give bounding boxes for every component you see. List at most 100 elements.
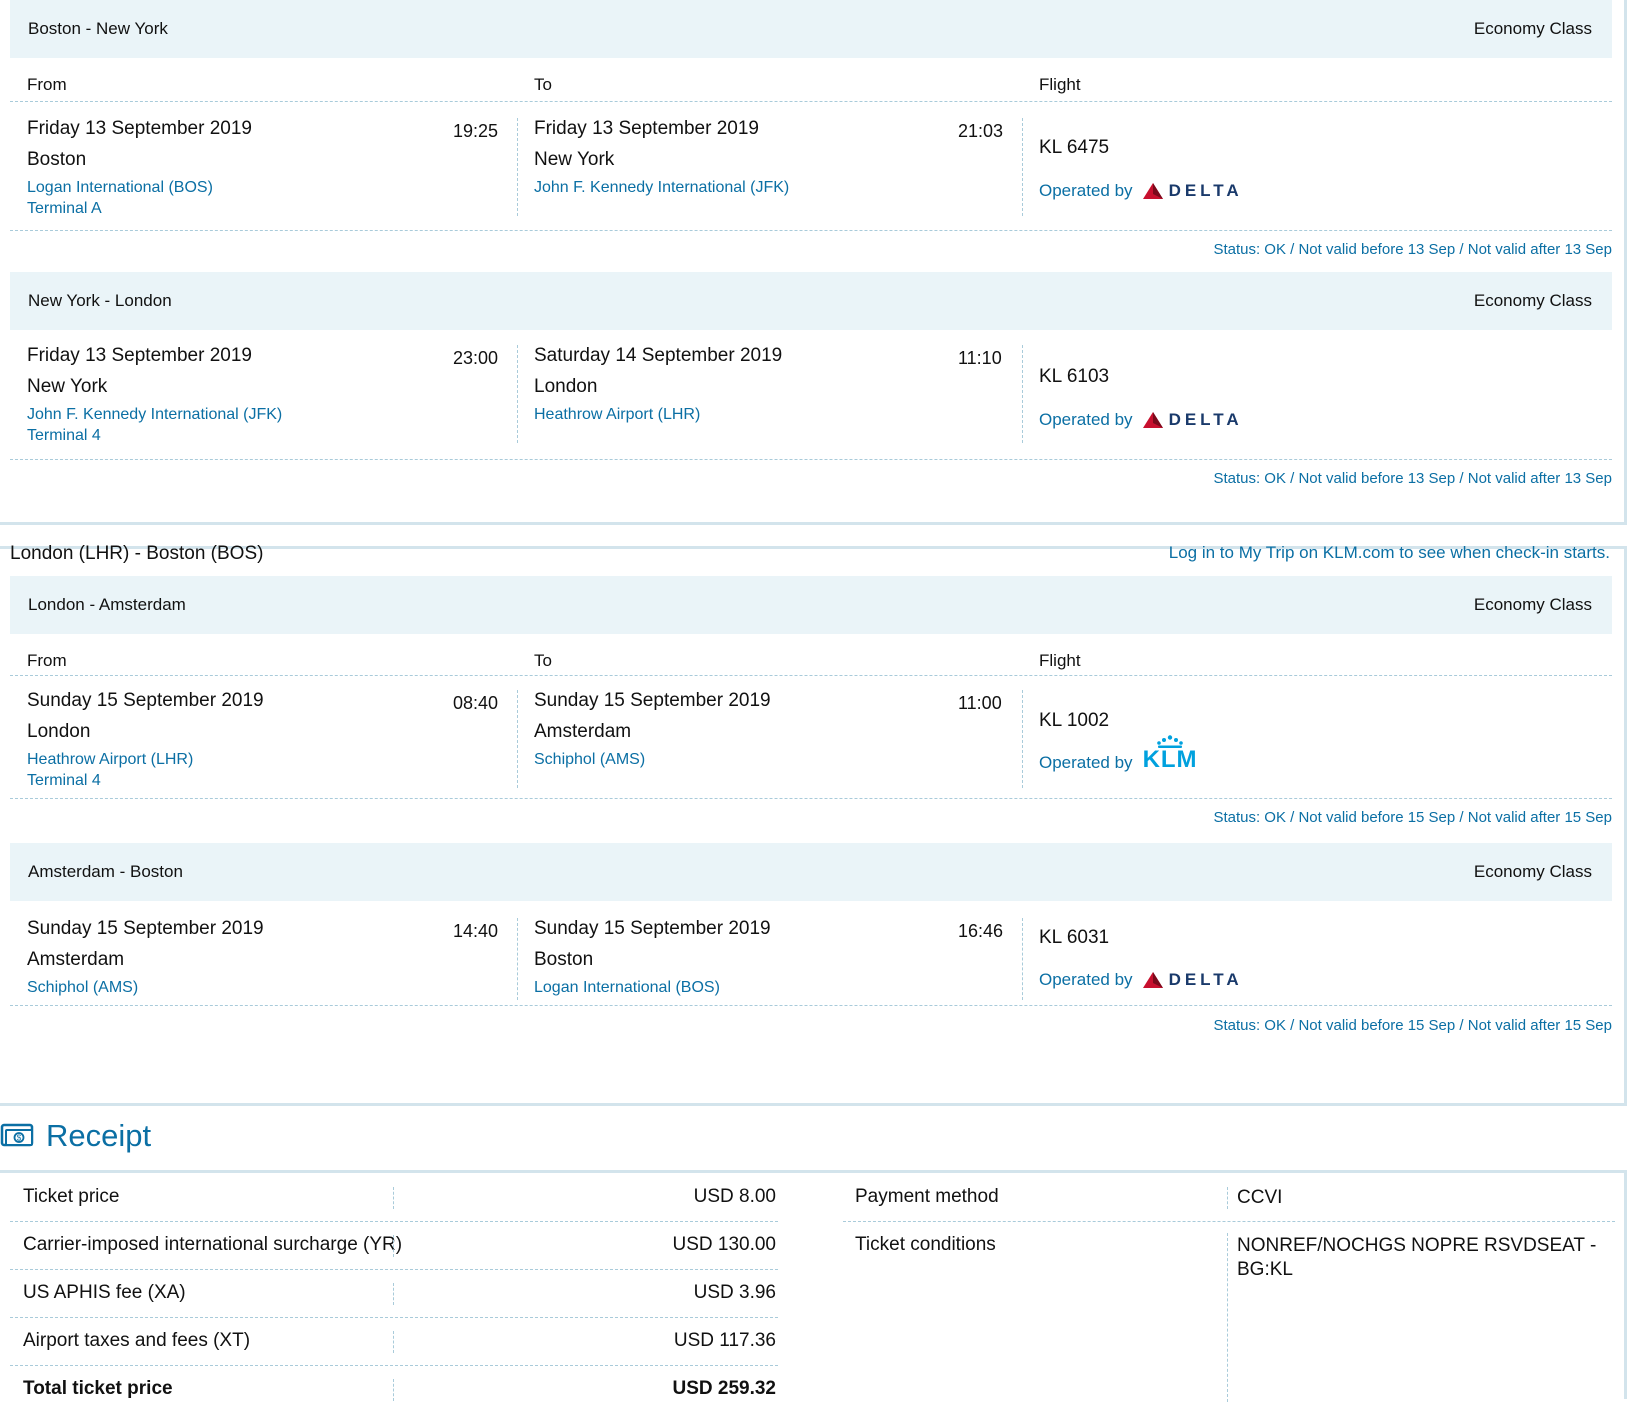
leg-route: Amsterdam - Boston — [28, 862, 183, 881]
operated-by: Operated by DELTA — [1039, 181, 1243, 201]
operated-by-label: Operated by — [1039, 181, 1133, 200]
departure-info: Sunday 15 September 2019 London Heathrow… — [27, 690, 497, 791]
column-header-flight: Flight — [1039, 651, 1081, 670]
check-in-link[interactable]: Log in to My Trip on KLM.com to see when… — [1168, 543, 1610, 562]
divider — [393, 1187, 394, 1209]
flight-number: KL 6031 — [1039, 927, 1110, 948]
departure-airport-link[interactable]: Schiphol (AMS) — [27, 979, 139, 996]
arrival-date: Friday 13 September 2019 — [534, 118, 759, 139]
cabin-class: Economy Class — [1473, 291, 1592, 310]
cabin-class: Economy Class — [1473, 595, 1592, 614]
price-label: Ticket price — [23, 1186, 120, 1207]
column-header-flight: Flight — [1039, 75, 1081, 94]
klm-logo-icon: KLM — [1143, 735, 1198, 772]
departure-airport-link[interactable]: Logan International (BOS) — [27, 179, 213, 196]
arrival-city: New York — [534, 149, 615, 170]
divider — [393, 1379, 394, 1401]
arrival-time: 11:10 — [958, 348, 1002, 368]
departure-date: Sunday 15 September 2019 — [27, 690, 264, 711]
price-amount: USD 130.00 — [672, 1234, 776, 1255]
flight-leg: Amsterdam - Boston Economy Class Sunday … — [10, 843, 1612, 1068]
operated-by-label: Operated by — [1039, 410, 1133, 429]
divider — [517, 345, 518, 443]
column-header-to: To — [534, 75, 552, 94]
divider — [517, 918, 518, 1000]
leg-route: Boston - New York — [28, 19, 168, 38]
operated-by: Operated by DELTA — [1039, 970, 1243, 990]
departure-terminal: Terminal 4 — [27, 427, 101, 444]
departure-city: London — [27, 721, 91, 742]
cabin-class: Economy Class — [1473, 19, 1592, 38]
departure-airport-link[interactable]: Heathrow Airport (LHR) — [27, 751, 194, 768]
arrival-airport-link[interactable]: Schiphol (AMS) — [534, 751, 646, 768]
divider — [517, 118, 518, 216]
flight-number: KL 1002 — [1039, 710, 1110, 731]
departure-time: 23:00 — [453, 348, 499, 368]
svg-text:$: $ — [17, 1133, 22, 1142]
arrival-city: Amsterdam — [534, 721, 632, 742]
receipt-title: Receipt — [46, 1118, 152, 1153]
divider — [1022, 118, 1023, 216]
cabin-class: Economy Class — [1473, 862, 1592, 881]
segment-status: Status: OK / Not valid before 13 Sep / N… — [1213, 470, 1612, 487]
money-icon: $ — [0, 1119, 36, 1154]
divider — [1022, 690, 1023, 788]
divider — [10, 101, 1612, 102]
divider — [843, 1221, 1615, 1222]
leg-route: London - Amsterdam — [28, 595, 186, 614]
price-amount: USD 117.36 — [673, 1330, 776, 1351]
column-header-from: From — [27, 651, 67, 670]
arrival-city: Boston — [534, 949, 594, 970]
payment-method-label: Payment method — [855, 1186, 999, 1207]
leg-header — [10, 576, 1612, 634]
receipt-panel: Ticket price USD 8.00 Carrier-imposed in… — [0, 1170, 1627, 1402]
trip-title: London (LHR) - Boston (BOS) — [10, 543, 264, 564]
ticket-conditions-value: NONREF/NOCHGS NOPRE RSVDSEAT - BG:KL — [1237, 1235, 1597, 1280]
arrival-time: 11:00 — [958, 693, 1002, 713]
departure-terminal: Terminal 4 — [27, 772, 101, 789]
arrival-info: Sunday 15 September 2019 Boston Logan In… — [534, 918, 1004, 998]
departure-time: 19:25 — [453, 121, 499, 141]
divider — [1227, 1233, 1228, 1402]
divider — [10, 1005, 1612, 1006]
price-row: Airport taxes and fees (XT) USD 117.36 — [10, 1317, 778, 1366]
departure-date: Friday 13 September 2019 — [27, 118, 252, 139]
operated-by: Operated by DELTA — [1039, 410, 1243, 430]
carrier-name: DELTA — [1168, 410, 1243, 429]
operated-by-label: Operated by — [1039, 970, 1133, 989]
total-price-row: Total ticket price USD 259.32 — [10, 1365, 778, 1413]
flight-number: KL 6475 — [1039, 137, 1110, 158]
divider — [1227, 1187, 1228, 1209]
departure-city: New York — [27, 376, 108, 397]
arrival-date: Saturday 14 September 2019 — [534, 345, 783, 366]
delta-logo-icon: DELTA — [1142, 970, 1243, 990]
trip-return: London (LHR) - Boston (BOS) Log in to My… — [0, 543, 1627, 1106]
departure-city: Amsterdam — [27, 949, 125, 970]
departure-airport-link[interactable]: John F. Kennedy International (JFK) — [27, 406, 283, 423]
column-header-to: To — [534, 651, 552, 670]
operated-by: Operated by KLM — [1039, 735, 1198, 773]
departure-time: 08:40 — [453, 693, 499, 713]
divider — [10, 675, 1612, 676]
arrival-airport-link[interactable]: John F. Kennedy International (JFK) — [534, 179, 790, 196]
arrival-info: Friday 13 September 2019 New York John F… — [534, 118, 1004, 198]
column-header-from: From — [27, 75, 67, 94]
arrival-city: London — [534, 376, 598, 397]
divider — [393, 1331, 394, 1353]
delta-logo-icon: DELTA — [1142, 181, 1243, 201]
departure-info: Friday 13 September 2019 New York John F… — [27, 345, 497, 446]
departure-date: Sunday 15 September 2019 — [27, 918, 264, 939]
arrival-airport-link[interactable]: Logan International (BOS) — [534, 979, 720, 996]
departure-city: Boston — [27, 149, 87, 170]
payment-method-value: CCVI — [1237, 1187, 1283, 1208]
arrival-airport-link[interactable]: Heathrow Airport (LHR) — [534, 406, 701, 423]
segment-status: Status: OK / Not valid before 13 Sep / N… — [1213, 241, 1612, 258]
departure-terminal: Terminal A — [27, 200, 102, 217]
delta-logo-icon: DELTA — [1142, 410, 1243, 430]
leg-header — [10, 843, 1612, 901]
segment-status: Status: OK / Not valid before 15 Sep / N… — [1213, 809, 1612, 826]
divider — [1022, 345, 1023, 443]
carrier-name: DELTA — [1168, 970, 1243, 989]
flight-leg: New York - London Economy Class Friday 1… — [10, 272, 1612, 492]
arrival-info: Saturday 14 September 2019 London Heathr… — [534, 345, 1004, 425]
